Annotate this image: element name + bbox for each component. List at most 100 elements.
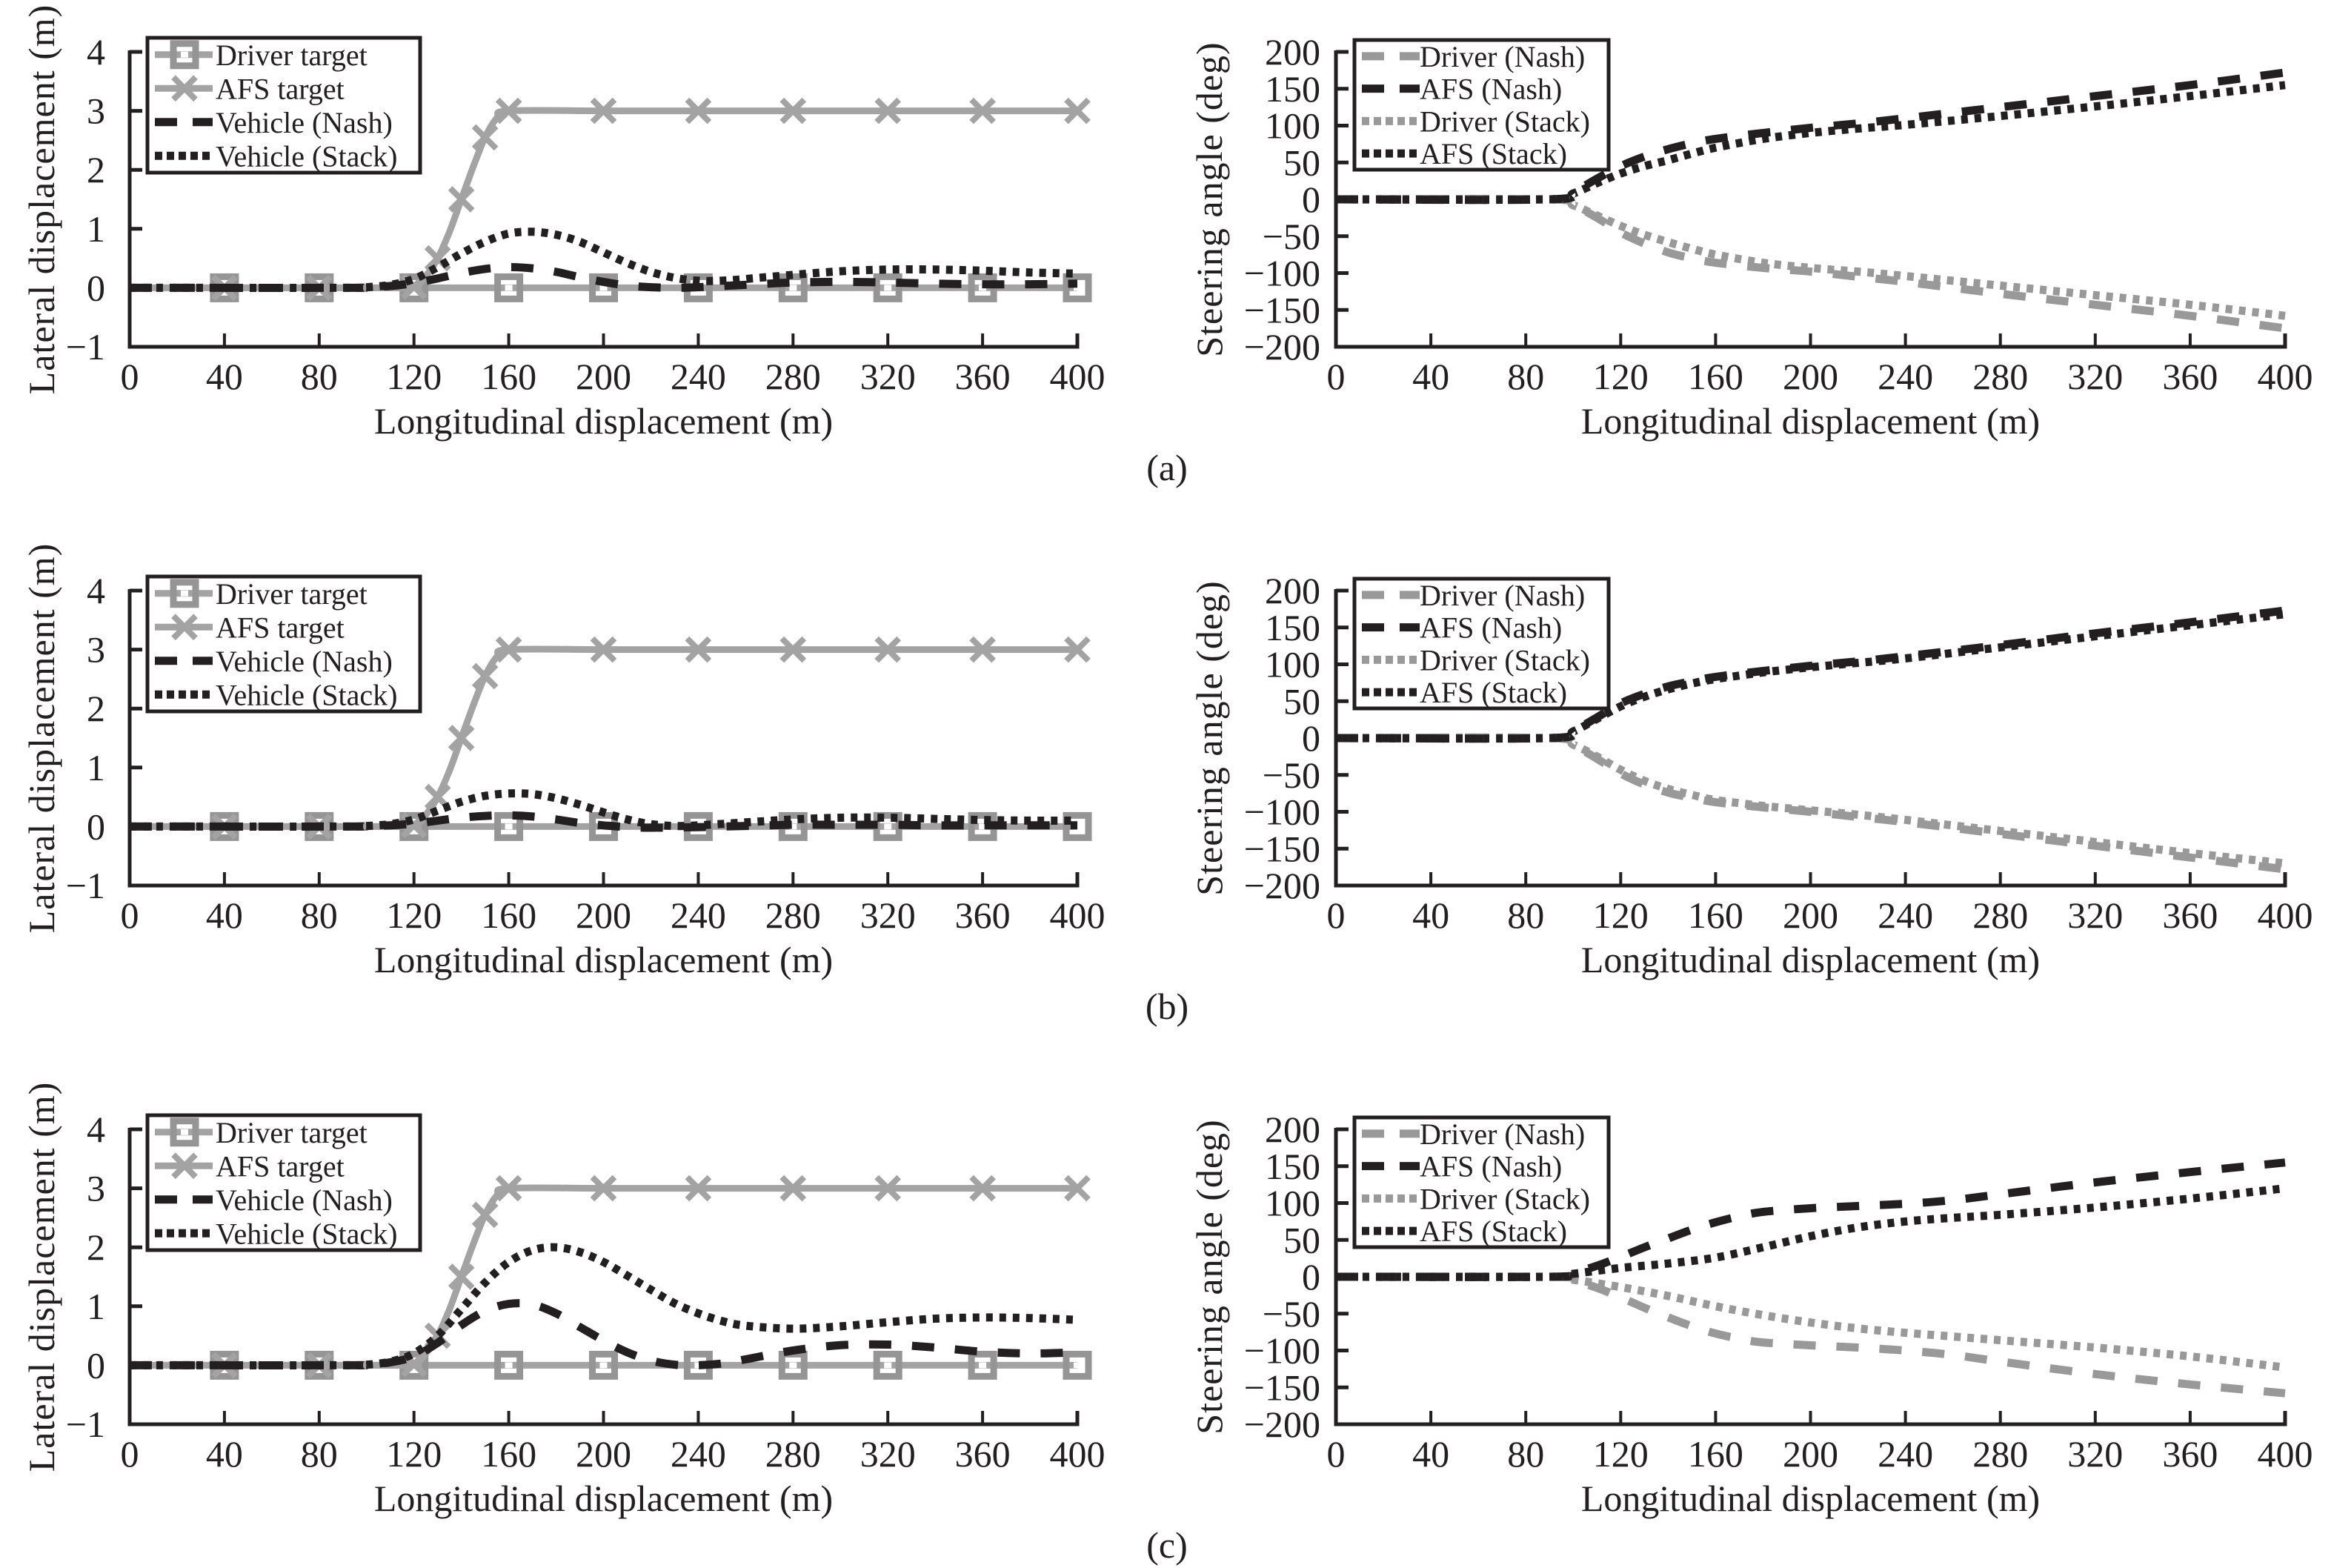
data-marker [471,662,499,690]
y-tick-label: −1 [66,326,105,368]
data-marker [589,1350,618,1380]
data-marker [874,636,902,663]
y-axis-title: Steering angle (deg) [1188,1119,1230,1434]
x-tick-label: 40 [1412,894,1449,936]
series-afs-stack [1335,81,2286,205]
legend-label: AFS target [216,72,345,105]
legend-label: AFS (Nash) [1420,73,1562,106]
y-tick-label: 1 [87,208,105,250]
x-tick-label: 240 [671,1433,726,1475]
y-tick-label: 4 [87,570,105,611]
x-tick-label: 200 [576,1433,631,1475]
x-axis-title: Longitudinal displacement (m) [374,1478,833,1519]
legend-item-afs-nash: AFS (Nash) [1362,611,1562,645]
legend-item-driver-target: Driver target [155,1116,368,1149]
y-axis-title: Steering angle (deg) [1188,41,1230,356]
y-tick-label: 4 [87,31,105,73]
data-marker [779,1175,807,1202]
x-tick-label: 120 [1593,356,1649,397]
x-tick-label: 0 [121,1433,139,1475]
data-marker [1064,1175,1091,1202]
y-tick-label: 0 [87,805,105,847]
legend-label: AFS (Stack) [1420,676,1567,709]
y-tick-label: 0 [1302,1256,1320,1298]
x-tick-label: 80 [1507,356,1544,397]
data-marker [1063,811,1092,841]
x-tick-label: 80 [301,356,338,397]
data-marker [448,725,475,751]
data-marker [969,97,996,124]
legend-label: Vehicle (Stack) [216,1217,397,1250]
legend-label: Vehicle (Nash) [216,645,393,678]
legend-item-driver-stack: Driver (Stack) [1362,1182,1590,1215]
x-axis-title: Longitudinal displacement (m) [374,400,833,442]
y-tick-label: −1 [66,865,105,906]
x-tick-label: 0 [121,894,139,936]
series-driver-stack [1335,1272,2286,1372]
data-marker-center [979,823,987,830]
data-marker [495,1175,522,1202]
legend-item-driver-stack: Driver (Stack) [1362,643,1590,677]
data-marker [471,1201,499,1229]
legend-item-vehicle-nash: Vehicle (Nash) [155,106,393,139]
data-marker-center [979,1362,987,1369]
legend-label: AFS target [216,611,345,644]
x-tick-label: 360 [955,1433,1011,1475]
x-tick-label: 40 [206,356,243,397]
y-tick-label: 150 [1265,607,1320,648]
data-marker [495,636,522,663]
legend-marker-center [181,590,188,597]
x-tick-label: 360 [2162,1433,2218,1475]
series-line [1335,1272,2286,1372]
x-tick-label: 280 [1972,356,2028,397]
series-line [1335,194,2286,320]
x-tick-label: 240 [1878,894,1933,936]
y-tick-label: 1 [87,1286,105,1327]
legend-label: AFS target [216,1149,345,1183]
data-marker-center [505,823,513,830]
legend-item-vehicle-nash: Vehicle (Nash) [155,645,393,678]
x-tick-label: 0 [1327,894,1346,936]
legend-marker [170,579,199,608]
legend-label: Vehicle (Stack) [216,139,397,173]
y-tick-label: −50 [1263,1293,1320,1335]
data-marker-center [789,285,797,291]
x-axis-title: Longitudinal displacement (m) [1581,400,2040,442]
caption-c: (c) [1146,1524,1188,1566]
x-tick-label: 80 [301,894,338,936]
x-tick-label: 160 [1688,356,1743,397]
x-tick-label: 80 [1507,1433,1544,1475]
data-marker [1063,1350,1092,1380]
x-tick-label: 240 [671,894,726,936]
x-tick-label: 360 [955,894,1011,936]
x-tick-label: 360 [2162,894,2218,936]
legend-marker [170,40,199,70]
legend-label: Driver (Stack) [1420,1182,1590,1215]
legend-marker [170,1117,199,1147]
data-marker-center [1074,285,1081,291]
x-tick-label: 120 [386,1433,442,1475]
legend-item-vehicle-stack: Vehicle (Stack) [155,678,397,711]
x-tick-label: 120 [1593,1433,1649,1475]
legend: Driver (Nash)AFS (Nash)Driver (Stack)AFS… [1352,577,1611,711]
y-tick-label: 0 [87,1344,105,1386]
x-tick-label: 40 [206,894,243,936]
series-line [1335,610,2286,743]
data-marker [590,1175,617,1202]
y-axis-title: Steering angle (deg) [1188,580,1230,895]
series-line [1335,1184,2286,1281]
legend-item-driver-target: Driver target [155,577,368,611]
x-axis-title: Longitudinal displacement (m) [1581,939,2040,980]
x-tick-label: 320 [860,356,916,397]
data-marker [779,97,807,124]
legend-item-vehicle-nash: Vehicle (Nash) [155,1183,393,1217]
x-tick-label: 320 [2067,356,2123,397]
legend-item-afs-target: AFS target [155,1149,345,1183]
x-tick-label: 0 [1327,356,1346,397]
series-line [1335,81,2286,205]
data-marker-center [789,823,797,830]
